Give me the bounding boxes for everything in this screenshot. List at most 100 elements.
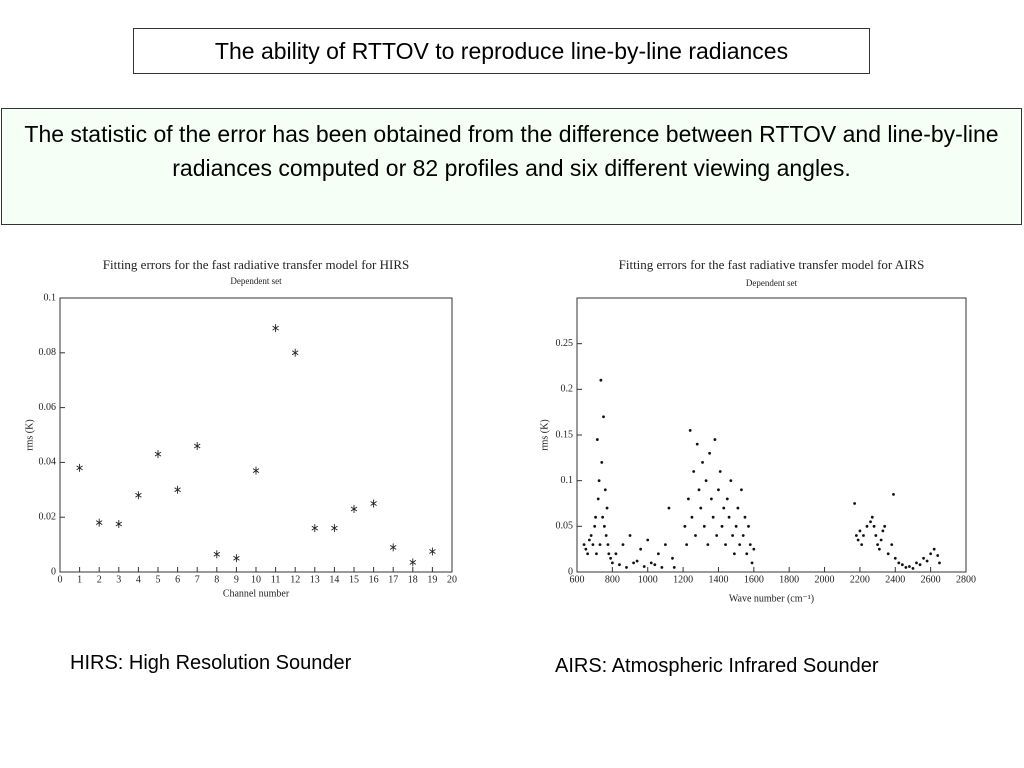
x-tick-label: 16 [369, 574, 379, 585]
point [724, 543, 727, 546]
point [672, 566, 676, 569]
point [688, 429, 692, 432]
x-tick-label: 3 [116, 574, 121, 585]
point [745, 552, 749, 556]
point [717, 488, 720, 492]
x-tick-label: 1000 [638, 574, 658, 585]
chart: Fitting errors for the fast radiative tr… [539, 257, 976, 604]
point [743, 515, 747, 519]
x-tick-label: 12 [290, 574, 300, 585]
point [725, 497, 729, 501]
x-axis-label: Wave number (cm⁻¹) [729, 593, 814, 604]
y-tick-label: 0.06 [39, 402, 57, 413]
point [870, 515, 874, 519]
point [892, 492, 895, 496]
point [883, 524, 887, 528]
point [858, 529, 862, 533]
point [429, 547, 436, 556]
point [729, 479, 733, 483]
y-tick-label: 0 [51, 566, 56, 577]
y-axis-label: rms (K) [539, 419, 550, 450]
x-axis-label: Channel number [223, 588, 290, 599]
x-tick-label: 600 [570, 574, 585, 585]
x-tick-label: 7 [195, 574, 200, 585]
point [272, 324, 279, 333]
point [604, 534, 608, 537]
point [76, 463, 83, 472]
x-tick-label: 18 [408, 574, 418, 585]
point [711, 515, 715, 519]
slide-title: The ability of RTTOV to reproduce line-b… [133, 28, 870, 74]
point [193, 441, 201, 450]
point [731, 534, 734, 537]
point [938, 561, 941, 565]
point [738, 543, 742, 546]
point [311, 524, 319, 533]
point [694, 534, 697, 537]
point [646, 538, 650, 542]
x-tick-label: 17 [388, 574, 398, 585]
point [331, 524, 338, 533]
point [699, 506, 703, 510]
x-tick-label: 4 [136, 574, 141, 585]
point [702, 524, 706, 528]
point [853, 502, 857, 505]
point [854, 534, 858, 537]
x-tick-label: 5 [156, 574, 161, 585]
point [635, 559, 639, 563]
point [736, 506, 740, 510]
point [734, 524, 738, 528]
point [752, 547, 756, 551]
point [593, 524, 597, 528]
point [936, 554, 940, 557]
caption: AIRS: Atmospheric Infrared Sounder [555, 655, 879, 677]
point [747, 524, 750, 528]
point [911, 566, 915, 570]
point [621, 543, 625, 546]
plot-frame [59, 297, 453, 573]
point [886, 552, 890, 556]
point [639, 547, 643, 551]
point [649, 561, 653, 565]
point [690, 515, 694, 519]
point [599, 378, 603, 382]
point [625, 566, 628, 569]
x-tick-label: 14 [329, 574, 339, 585]
point [671, 556, 674, 560]
point [900, 563, 904, 567]
point [642, 565, 646, 568]
caption: HIRS: High Resolution Sounder [70, 652, 352, 674]
point [589, 534, 593, 537]
x-tick-label: 0 [58, 574, 63, 585]
point [908, 565, 911, 568]
point [115, 520, 123, 529]
point [877, 547, 881, 551]
point [741, 534, 745, 537]
y-tick-label: 0.2 [561, 384, 574, 395]
chart-subtitle: Dependent set [230, 276, 282, 286]
point [586, 552, 590, 556]
point [865, 524, 869, 528]
point [683, 524, 687, 528]
point [704, 479, 708, 483]
point [727, 515, 731, 519]
x-tick-label: 13 [310, 574, 320, 585]
point [591, 543, 595, 546]
point [618, 563, 621, 567]
point [597, 479, 601, 483]
x-tick-label: 6 [175, 574, 180, 585]
x-tick-label: 11 [271, 574, 281, 585]
point [584, 547, 588, 551]
point [632, 561, 635, 565]
x-tick-label: 8 [214, 574, 219, 585]
point [709, 497, 713, 501]
point [135, 491, 142, 500]
point [595, 552, 598, 556]
point [860, 543, 864, 546]
point [409, 558, 417, 567]
point [713, 438, 717, 441]
point [628, 534, 632, 537]
x-tick-label: 2600 [921, 574, 941, 585]
